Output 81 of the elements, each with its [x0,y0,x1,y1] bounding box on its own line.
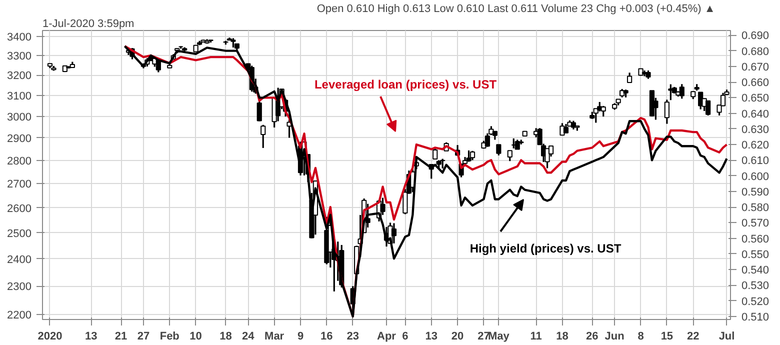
y2-tick-label: 0.620 [742,140,770,152]
y-tick-label: 3000 [7,111,32,124]
line-series [124,45,728,318]
x-tick-label: Feb [160,330,180,342]
candlestick [679,83,684,100]
y-tick-label: 3200 [7,70,32,82]
candlestick [230,37,236,48]
x-tick-label: 26 [586,330,598,342]
x-tick-label: 9 [297,330,304,342]
candlestick [507,150,512,162]
candlestick [496,144,502,156]
x-tick-label: 24 [242,330,256,342]
candlestick [664,98,670,125]
x-tick-label: 13 [425,330,438,342]
x-tick-label: 11 [530,330,542,342]
y2-tick-label: 0.660 [742,77,770,90]
y-tick-label: 2500 [7,228,32,240]
x-tick-label: Jul [718,330,735,342]
x-tick-label: May [488,330,510,342]
y-tick-label: 2700 [7,178,32,191]
x-tick-label: 15 [660,330,674,342]
y-tick-label: 3100 [7,90,32,102]
x-tick-label: 18 [556,330,568,342]
candlestick [470,150,476,161]
y-tick-label: 2600 [7,202,32,215]
y2-tick-label: 0.570 [742,218,770,230]
x-tick-label: Apr [377,330,397,342]
y2-tick-label: 0.560 [742,233,770,246]
y2-tick-label: 0.670 [742,61,770,74]
y2-tick-label: 0.650 [742,92,770,105]
candlestick [706,100,711,116]
candlestick [466,150,472,163]
candlestick [626,72,632,84]
candlestick [380,196,386,216]
y2-tick-label: 0.690 [742,30,770,42]
y2-tick-label: 0.510 [742,311,770,324]
y-tick-label: 3400 [7,31,32,44]
x-tick-label: 6 [402,330,408,342]
y-tick-label: 2800 [7,155,32,168]
y-tick-label: 2200 [7,310,32,322]
y2-tick-label: 0.590 [742,186,770,198]
text: 1-Jul-2020 3:59pm [42,18,134,30]
candlestick [563,123,569,134]
x-tick-label: 20 [451,330,464,342]
x-tick-label: Jun [604,330,625,342]
y2-tick-label: 0.550 [742,248,770,261]
annotation: Leveraged loan (prices) vs. UST [314,78,498,92]
candlestick [544,148,550,170]
y2-tick-label: 0.630 [742,124,770,136]
x-tick-label: 27 [478,330,490,342]
x-tick-label: 18 [220,330,232,342]
candlestick [484,132,490,148]
x-tick-label: 16 [320,330,333,342]
x-tick-label: Mar [264,330,285,342]
y2-tick-label: 0.680 [742,46,770,58]
y2-tick-label: 0.600 [742,170,770,183]
x-tick-label: 23 [346,330,359,342]
x-tick-label: 10 [190,330,202,342]
candlestick [514,138,520,150]
candlestick [440,158,446,170]
y-tick-label: 2300 [7,281,32,294]
x-tick-label: 13 [84,330,98,342]
x-tick-label: 22 [686,330,700,342]
candlestick [600,105,606,118]
x-tick-label: 2020 [38,330,62,342]
y-tick-label: 3300 [7,50,32,62]
y2-tick-label: 0.530 [742,280,770,292]
y-tick-label: 2400 [7,254,32,266]
candlestick [391,222,397,244]
y2-tick-label: 0.580 [742,202,770,214]
y2-tick-label: 0.520 [742,296,770,308]
x-tick-label: 8 [638,330,644,342]
x-tick-label: 27 [137,330,150,342]
candlestick [260,124,266,149]
annotation: High yield (prices) vs. UST [470,242,622,256]
y-tick-label: 2900 [7,132,32,145]
text: Open 0.610 High 0.613 Low 0.610 Last 0.611 Volume 23 Chg +0.003 (+0.45%) ▲ [316,3,716,15]
x-tick-label: 21 [114,330,128,342]
y2-tick-label: 0.540 [742,264,770,277]
y2-tick-label: 0.640 [742,108,770,120]
y2-tick-label: 0.610 [742,155,770,168]
